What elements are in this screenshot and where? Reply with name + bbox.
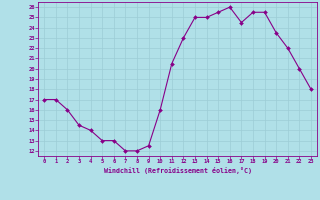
X-axis label: Windchill (Refroidissement éolien,°C): Windchill (Refroidissement éolien,°C) (104, 167, 252, 174)
